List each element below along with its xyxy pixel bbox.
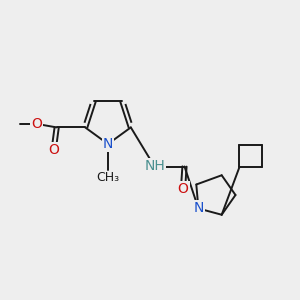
Text: CH₃: CH₃	[96, 171, 120, 184]
Text: N: N	[103, 137, 113, 151]
Text: O: O	[31, 117, 42, 131]
Text: O: O	[178, 182, 188, 196]
Text: O: O	[48, 143, 59, 157]
Text: N: N	[193, 202, 204, 215]
Text: NH: NH	[144, 160, 165, 173]
